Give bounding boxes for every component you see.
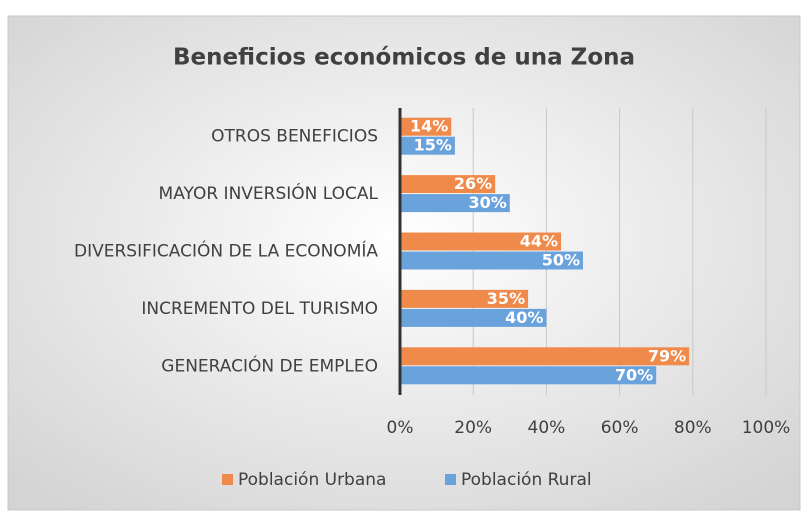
legend-swatch bbox=[445, 474, 456, 485]
x-tick-label: 40% bbox=[528, 418, 566, 438]
legend-swatch bbox=[222, 474, 233, 485]
y-tick-label: INCREMENTO DEL TURISMO bbox=[141, 299, 378, 319]
legend-label: Población Rural bbox=[461, 470, 592, 490]
data-label: 40% bbox=[505, 308, 543, 327]
bar bbox=[400, 366, 657, 385]
bar bbox=[400, 117, 452, 136]
bar bbox=[400, 251, 583, 270]
x-tick-label: 20% bbox=[454, 418, 492, 438]
data-label: 70% bbox=[615, 365, 653, 384]
x-tick-label: 0% bbox=[387, 418, 414, 438]
y-tick-label: GENERACIÓN DE EMPLEO bbox=[161, 354, 378, 376]
data-label: 79% bbox=[648, 346, 686, 365]
bar bbox=[400, 194, 510, 213]
bar bbox=[400, 347, 690, 366]
data-label: 50% bbox=[542, 251, 580, 270]
data-label: 15% bbox=[414, 136, 452, 155]
y-tick-label: DIVERSIFICACIÓN DE LA ECONOMÍA bbox=[74, 240, 378, 262]
data-label: 44% bbox=[520, 232, 558, 251]
bar bbox=[400, 289, 529, 308]
chart-title: Beneficios económicos de una Zona bbox=[173, 45, 635, 71]
data-label: 26% bbox=[454, 174, 492, 193]
bar bbox=[400, 232, 562, 251]
data-label: 30% bbox=[469, 193, 507, 212]
x-tick-label: 80% bbox=[674, 418, 712, 438]
bar bbox=[400, 308, 547, 327]
legend-label: Población Urbana bbox=[238, 470, 386, 490]
x-tick-label: 60% bbox=[601, 418, 639, 438]
y-tick-label: MAYOR INVERSIÓN LOCAL bbox=[159, 182, 379, 204]
data-label: 35% bbox=[487, 289, 525, 308]
x-tick-label: 100% bbox=[742, 418, 791, 438]
data-label: 14% bbox=[410, 117, 448, 136]
y-tick-label: OTROS BENEFICIOS bbox=[211, 127, 378, 147]
bar bbox=[400, 136, 455, 155]
bar bbox=[400, 175, 496, 194]
